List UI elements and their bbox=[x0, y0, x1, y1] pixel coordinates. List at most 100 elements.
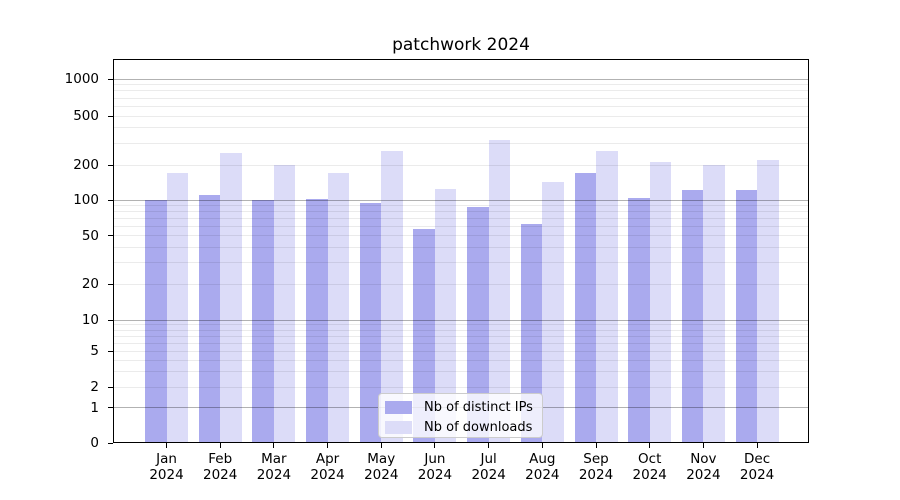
grid-line-minor bbox=[114, 359, 808, 361]
year-text: 2024 bbox=[364, 466, 399, 483]
x-axis-tick bbox=[273, 443, 275, 448]
bar-downloads bbox=[488, 139, 511, 443]
y-axis-tick-label: 500 bbox=[73, 108, 99, 124]
grid-line-minor bbox=[114, 97, 808, 99]
bar-downloads bbox=[757, 159, 779, 443]
x-axis-month-label: Nov 2024 bbox=[671, 451, 735, 483]
y-axis-tick-label: 20 bbox=[81, 276, 99, 293]
y-axis-tick-label: 50 bbox=[81, 227, 99, 244]
x-axis-tick bbox=[649, 443, 651, 448]
grid-line-minor bbox=[114, 247, 808, 249]
bar-downloads bbox=[703, 165, 725, 443]
y-axis-tick bbox=[108, 386, 113, 388]
y-axis-tick-label: 200 bbox=[73, 157, 99, 173]
x-axis-month-label: Sep 2024 bbox=[564, 451, 628, 483]
grid-line-minor bbox=[114, 283, 808, 285]
grid-line-minor bbox=[114, 142, 808, 144]
bar-distinct-ips bbox=[681, 190, 704, 443]
bar-downloads bbox=[381, 150, 403, 443]
y-axis-tick bbox=[108, 283, 113, 285]
x-axis-month-label: Dec 2024 bbox=[725, 451, 789, 483]
grid-line-minor bbox=[114, 262, 808, 264]
bar-distinct-ips bbox=[520, 223, 543, 443]
bar-downloads bbox=[434, 188, 457, 443]
bar-distinct-ips bbox=[145, 200, 167, 443]
bar-downloads bbox=[220, 153, 242, 443]
legend-label: Nb of distinct IPs bbox=[424, 399, 533, 415]
month-text: Apr bbox=[315, 451, 340, 467]
grid-line-major bbox=[114, 199, 808, 201]
bar-distinct-ips bbox=[359, 202, 382, 443]
x-axis-tick bbox=[488, 443, 490, 448]
chart-title: patchwork 2024 bbox=[392, 35, 530, 55]
year-text: 2024 bbox=[471, 466, 506, 483]
year-text: 2024 bbox=[256, 466, 292, 483]
month-text: Mar bbox=[261, 451, 287, 467]
y-axis-tick bbox=[108, 199, 113, 201]
x-axis-month-label: Oct 2024 bbox=[618, 451, 682, 483]
x-axis-month-label: Aug 2024 bbox=[510, 451, 574, 483]
year-text: 2024 bbox=[149, 466, 184, 483]
y-axis-tick bbox=[108, 115, 113, 117]
month-text: Aug bbox=[529, 451, 556, 467]
bar-downloads bbox=[649, 162, 672, 443]
bar-downloads bbox=[327, 173, 350, 443]
y-axis-tick bbox=[108, 350, 113, 352]
legend: Nb of distinct IPs Nb of downloads bbox=[378, 393, 543, 438]
x-axis-month-label: Feb 2024 bbox=[188, 451, 252, 483]
y-axis-tick bbox=[108, 319, 113, 321]
grid-line-minor bbox=[114, 84, 808, 86]
year-text: 2024 bbox=[578, 466, 614, 483]
bar-downloads bbox=[542, 182, 564, 443]
y-axis-tick-label: 100 bbox=[73, 192, 99, 209]
x-axis-month-label: Jun 2024 bbox=[403, 451, 467, 483]
legend-item: Nb of downloads bbox=[379, 418, 542, 439]
month-text: Feb bbox=[208, 451, 233, 467]
month-text: Jun bbox=[424, 451, 446, 467]
month-text: Jan bbox=[156, 451, 177, 467]
bar-downloads bbox=[273, 165, 296, 443]
month-text: Jul bbox=[480, 451, 497, 467]
grid-line-minor bbox=[114, 225, 808, 227]
grid-line-minor bbox=[114, 218, 808, 220]
grid-line-minor bbox=[114, 324, 808, 326]
grid-line-minor bbox=[114, 386, 808, 388]
grid-line-minor bbox=[114, 105, 808, 107]
year-text: 2024 bbox=[525, 466, 560, 483]
grid-line-minor bbox=[114, 127, 808, 129]
x-axis-tick bbox=[702, 443, 704, 448]
x-axis-tick bbox=[219, 443, 221, 448]
bar-downloads bbox=[166, 173, 188, 443]
x-axis-month-label: Jul 2024 bbox=[457, 451, 521, 483]
x-axis-month-label: May 2024 bbox=[349, 451, 413, 483]
x-axis-tick bbox=[434, 443, 436, 448]
month-text: Sep bbox=[583, 451, 609, 467]
legend-item: Nb of distinct IPs bbox=[379, 397, 542, 418]
y-axis-tick-label: 1000 bbox=[64, 71, 99, 87]
grid-line-minor bbox=[114, 329, 808, 331]
bar-distinct-ips bbox=[628, 197, 650, 443]
bar-distinct-ips bbox=[413, 229, 435, 443]
y-axis-tick-label: 1 bbox=[90, 399, 99, 416]
grid-line-minor bbox=[114, 205, 808, 207]
grid-line-minor bbox=[114, 350, 808, 352]
month-text: Nov bbox=[690, 451, 717, 467]
bar-distinct-ips bbox=[306, 199, 328, 443]
x-axis-tick bbox=[541, 443, 543, 448]
year-text: 2024 bbox=[310, 466, 345, 483]
y-axis-tick-label: 10 bbox=[81, 312, 99, 328]
y-axis-tick bbox=[108, 407, 113, 409]
grid-line-minor bbox=[114, 211, 808, 213]
year-text: 2024 bbox=[417, 466, 453, 483]
x-axis-tick bbox=[166, 443, 167, 448]
legend-label: Nb of downloads bbox=[424, 420, 533, 436]
bar-downloads bbox=[596, 150, 618, 443]
grid-line-minor bbox=[114, 164, 808, 166]
grid-line-major bbox=[114, 78, 808, 80]
x-axis-tick bbox=[327, 443, 329, 448]
grid-line-minor bbox=[114, 335, 808, 337]
y-axis-tick-label: 5 bbox=[90, 343, 99, 360]
month-text: Oct bbox=[638, 451, 662, 467]
x-axis-month-label: Mar 2024 bbox=[242, 451, 306, 483]
bar-distinct-ips bbox=[198, 195, 221, 443]
